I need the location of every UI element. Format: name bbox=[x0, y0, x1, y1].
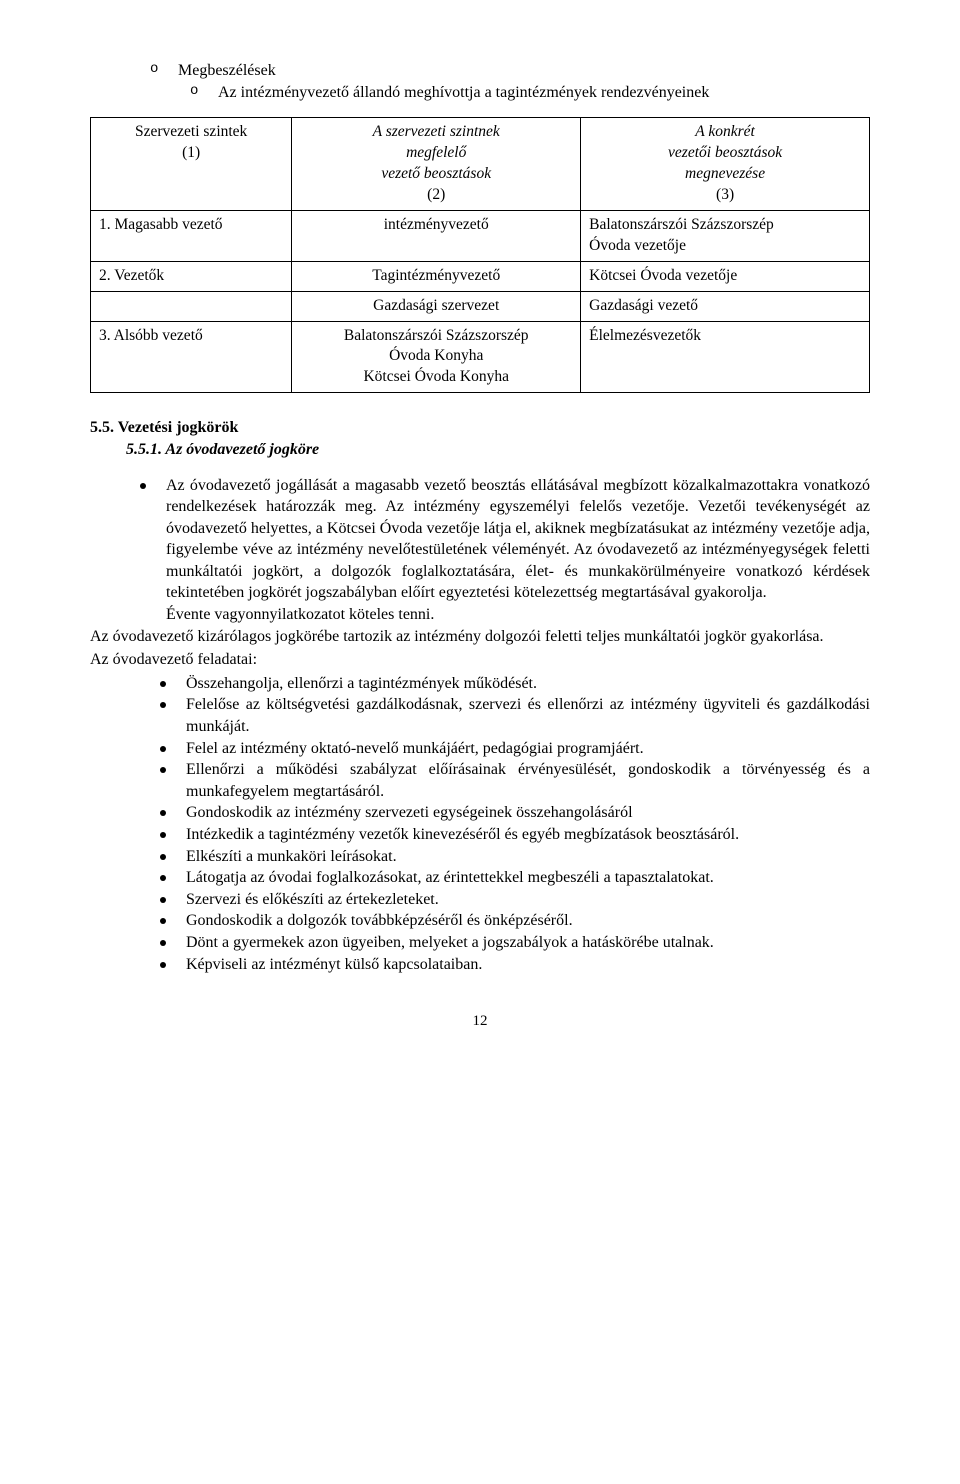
table-cell bbox=[91, 291, 292, 321]
doc-top-list: Megbeszélések Az intézményvezető állandó… bbox=[90, 60, 870, 103]
cell-text: Kötcsei Óvoda Konyha bbox=[363, 368, 509, 385]
main-bullet-list: Az óvodavezető jogállását a magasabb vez… bbox=[90, 475, 870, 626]
cell-text: megnevezése bbox=[685, 165, 765, 182]
list-item: Gondoskodik az intézmény szervezeti egys… bbox=[160, 802, 870, 824]
list-item: Ellenőrzi a működési szabályzat előírása… bbox=[160, 759, 870, 802]
list-item: Megbeszélések bbox=[150, 60, 870, 82]
list-item: Felel az intézmény oktató-nevelő munkájá… bbox=[160, 738, 870, 760]
section-subheading: 5.5.1. Az óvodavezető jogköre bbox=[126, 439, 870, 461]
body-paragraph: Az óvodavezető kizárólagos jogkörébe tar… bbox=[90, 626, 870, 648]
cell-text: (1) bbox=[182, 144, 200, 161]
table-header-cell: A konkrét vezetői beosztások megnevezése… bbox=[581, 118, 870, 211]
list-item: Látogatja az óvodai foglalkozásokat, az … bbox=[160, 867, 870, 889]
table-cell: intézményvezető bbox=[292, 210, 581, 261]
list-item: Képviseli az intézményt külső kapcsolata… bbox=[160, 954, 870, 976]
list-item: Az óvodavezető jogállását a magasabb vez… bbox=[140, 475, 870, 626]
cell-text: (3) bbox=[716, 186, 734, 203]
cell-text: megfelelő bbox=[406, 144, 466, 161]
table-row: 3. Alsóbb vezető Balatonszárszói Százszo… bbox=[91, 321, 870, 393]
cell-text: A konkrét bbox=[695, 123, 755, 140]
table-cell: Balatonszárszói Százszorszép Óvoda Konyh… bbox=[292, 321, 581, 393]
table-row: Szervezeti szintek (1) A szervezeti szin… bbox=[91, 118, 870, 211]
table-cell: Balatonszárszói Százszorszép Óvoda vezet… bbox=[581, 210, 870, 261]
cell-text: A szervezeti szintnek bbox=[373, 123, 500, 140]
cell-text: (2) bbox=[427, 186, 445, 203]
table-cell: Tagintézményvezető bbox=[292, 261, 581, 291]
table-row: 2. Vezetők Tagintézményvezető Kötcsei Óv… bbox=[91, 261, 870, 291]
list-item: Elkészíti a munkaköri leírásokat. bbox=[160, 846, 870, 868]
list-item: Összehangolja, ellenőrzi a tagintézménye… bbox=[160, 673, 870, 695]
table-cell: Élelmezésvezetők bbox=[581, 321, 870, 393]
paragraph-text: Évente vagyonnyilatkozatot köteles tenni… bbox=[166, 606, 434, 623]
table-cell: Gazdasági vezető bbox=[581, 291, 870, 321]
feature-bullet-list: Összehangolja, ellenőrzi a tagintézménye… bbox=[90, 673, 870, 975]
list-item: Gondoskodik a dolgozók továbbképzéséről … bbox=[160, 910, 870, 932]
table-cell: 1. Magasabb vezető bbox=[91, 210, 292, 261]
table-row: Gazdasági szervezet Gazdasági vezető bbox=[91, 291, 870, 321]
table-cell: 2. Vezetők bbox=[91, 261, 292, 291]
table-header-cell: Szervezeti szintek (1) bbox=[91, 118, 292, 211]
table-cell: Kötcsei Óvoda vezetője bbox=[581, 261, 870, 291]
cell-text: Balatonszárszói Százszorszép bbox=[344, 327, 529, 344]
list-item: Felelőse az költségvetési gazdálkodásnak… bbox=[160, 694, 870, 737]
page-number: 12 bbox=[90, 1011, 870, 1031]
list-item: Intézkedik a tagintézmény vezetők kineve… bbox=[160, 824, 870, 846]
table-header-cell: A szervezeti szintnek megfelelő vezető b… bbox=[292, 118, 581, 211]
list-item: Szervezi és előkészíti az értekezleteket… bbox=[160, 889, 870, 911]
cell-text: Óvoda Konyha bbox=[389, 347, 483, 364]
section-heading: 5.5. Vezetési jogkörök bbox=[90, 417, 870, 439]
paragraph-text: Az óvodavezető jogállását a magasabb vez… bbox=[166, 477, 870, 602]
cell-text: Óvoda vezetője bbox=[589, 237, 686, 254]
org-structure-table: Szervezeti szintek (1) A szervezeti szin… bbox=[90, 117, 870, 393]
cell-text: Balatonszárszói Százszorszép bbox=[589, 216, 774, 233]
table-cell: 3. Alsóbb vezető bbox=[91, 321, 292, 393]
table-row: 1. Magasabb vezető intézményvezető Balat… bbox=[91, 210, 870, 261]
list-item: Dönt a gyermekek azon ügyeiben, melyeket… bbox=[160, 932, 870, 954]
cell-text: vezető beosztások bbox=[381, 165, 491, 182]
cell-text: Szervezeti szintek bbox=[135, 123, 247, 140]
table-cell: Gazdasági szervezet bbox=[292, 291, 581, 321]
cell-text: vezetői beosztások bbox=[668, 144, 782, 161]
list-item: Az intézményvezető állandó meghívottja a… bbox=[190, 82, 870, 104]
body-paragraph: Az óvodavezető feladatai: bbox=[90, 649, 870, 671]
